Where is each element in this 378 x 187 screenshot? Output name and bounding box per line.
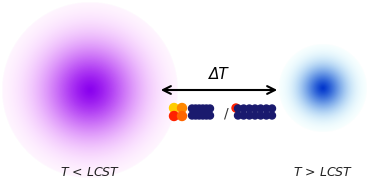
Circle shape [206,105,214,112]
Text: $T$ < LCST: $T$ < LCST [60,165,120,179]
Circle shape [192,112,199,119]
Circle shape [189,105,195,112]
Circle shape [240,105,247,112]
Circle shape [199,105,206,112]
Circle shape [234,112,242,119]
Text: ΔT: ΔT [209,67,229,82]
Circle shape [246,112,253,119]
Circle shape [234,105,242,112]
Text: /: / [224,106,228,120]
Circle shape [203,112,210,119]
Circle shape [169,111,178,120]
Text: $T$ > LCST: $T$ > LCST [293,165,353,179]
Circle shape [257,105,264,112]
Circle shape [263,105,270,112]
Circle shape [251,105,259,112]
Circle shape [268,105,276,112]
Circle shape [257,112,264,119]
Circle shape [263,112,270,119]
Circle shape [189,112,195,119]
Circle shape [196,105,203,112]
Circle shape [232,104,240,112]
Circle shape [196,112,203,119]
Circle shape [178,111,186,120]
Circle shape [178,103,186,113]
Circle shape [199,112,206,119]
Circle shape [206,112,214,119]
Circle shape [240,112,247,119]
Circle shape [246,105,253,112]
Circle shape [192,105,199,112]
Circle shape [251,112,259,119]
Circle shape [268,112,276,119]
Circle shape [169,103,178,113]
Circle shape [203,105,210,112]
